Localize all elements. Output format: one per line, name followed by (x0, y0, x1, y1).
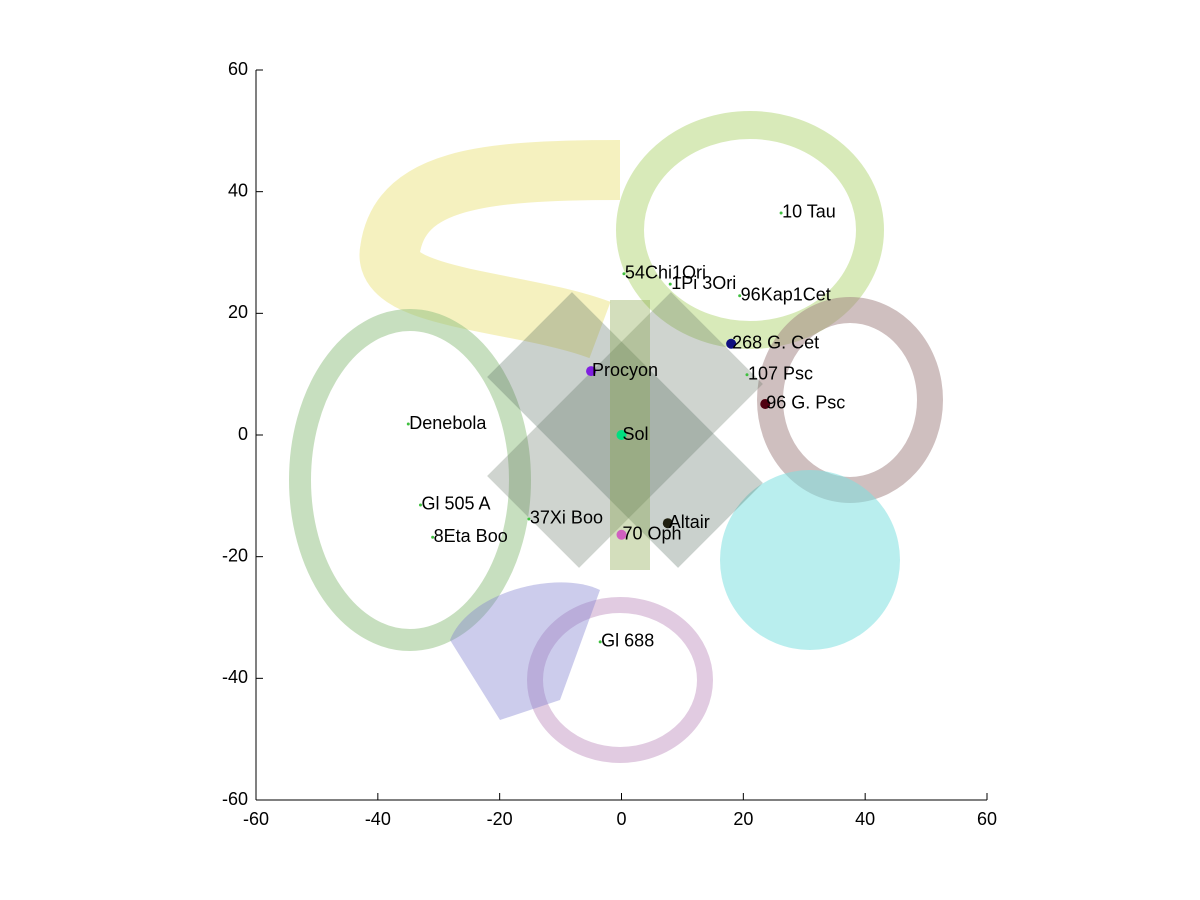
y-tick-label: -20 (222, 545, 248, 565)
star-label: 268 G. Cet (732, 333, 819, 353)
star-point (738, 294, 742, 298)
y-tick-label: -60 (222, 789, 248, 809)
surface (527, 597, 713, 763)
surface (450, 582, 600, 720)
star-point (760, 398, 771, 409)
star-label: Altair (669, 512, 710, 532)
star-point (586, 366, 597, 377)
star-label: 96Kap1Cet (741, 284, 831, 304)
surface (289, 309, 531, 651)
star-point (662, 518, 673, 529)
star-label: Sol (623, 424, 649, 444)
star-point (616, 430, 627, 440)
star-label: 10 Tau (782, 202, 836, 222)
star-label: 54Chi1Ori (625, 263, 706, 283)
star-label: 96 G. Psc (766, 393, 845, 413)
star-label: Gl 688 (601, 631, 654, 651)
star-point (418, 503, 422, 507)
x-tick-label: 20 (733, 809, 753, 829)
surface (487, 292, 763, 568)
y-tick-label: -40 (222, 667, 248, 687)
surface (616, 111, 884, 349)
star-label: Denebola (409, 413, 487, 433)
star-label: 70 Oph (623, 524, 682, 544)
star-point (668, 282, 672, 286)
x-tick-label: -20 (487, 809, 513, 829)
x-tick-label: 0 (616, 809, 626, 829)
surface (487, 292, 763, 568)
star-point (598, 640, 602, 644)
star-point (616, 529, 627, 540)
star-point (622, 272, 626, 276)
star-label: Procyon (592, 360, 658, 380)
star-label: 8Eta Boo (434, 526, 508, 546)
star-label: 1Pi 3Ori (671, 273, 736, 293)
y-tick-label: 20 (228, 302, 248, 322)
surface (359, 140, 621, 359)
y-tick-label: 0 (238, 424, 248, 444)
surfaces (289, 111, 943, 763)
x-tick-label: -60 (243, 809, 269, 829)
star-point (745, 373, 749, 377)
star-label: 107 Psc (748, 364, 813, 384)
star-point (406, 422, 410, 426)
y-tick-label: 40 (228, 180, 248, 200)
star-point (726, 338, 737, 349)
surface (720, 470, 900, 650)
star-label: Gl 505 A (421, 494, 490, 514)
y-tick-label: 60 (228, 59, 248, 79)
x-tick-label: 60 (977, 809, 997, 829)
x-tick-label: -40 (365, 809, 391, 829)
star-label: 37Xi Boo (530, 508, 603, 528)
x-tick-label: 40 (855, 809, 875, 829)
star-point (527, 517, 531, 521)
star-point (779, 211, 783, 215)
star-point (431, 535, 435, 539)
